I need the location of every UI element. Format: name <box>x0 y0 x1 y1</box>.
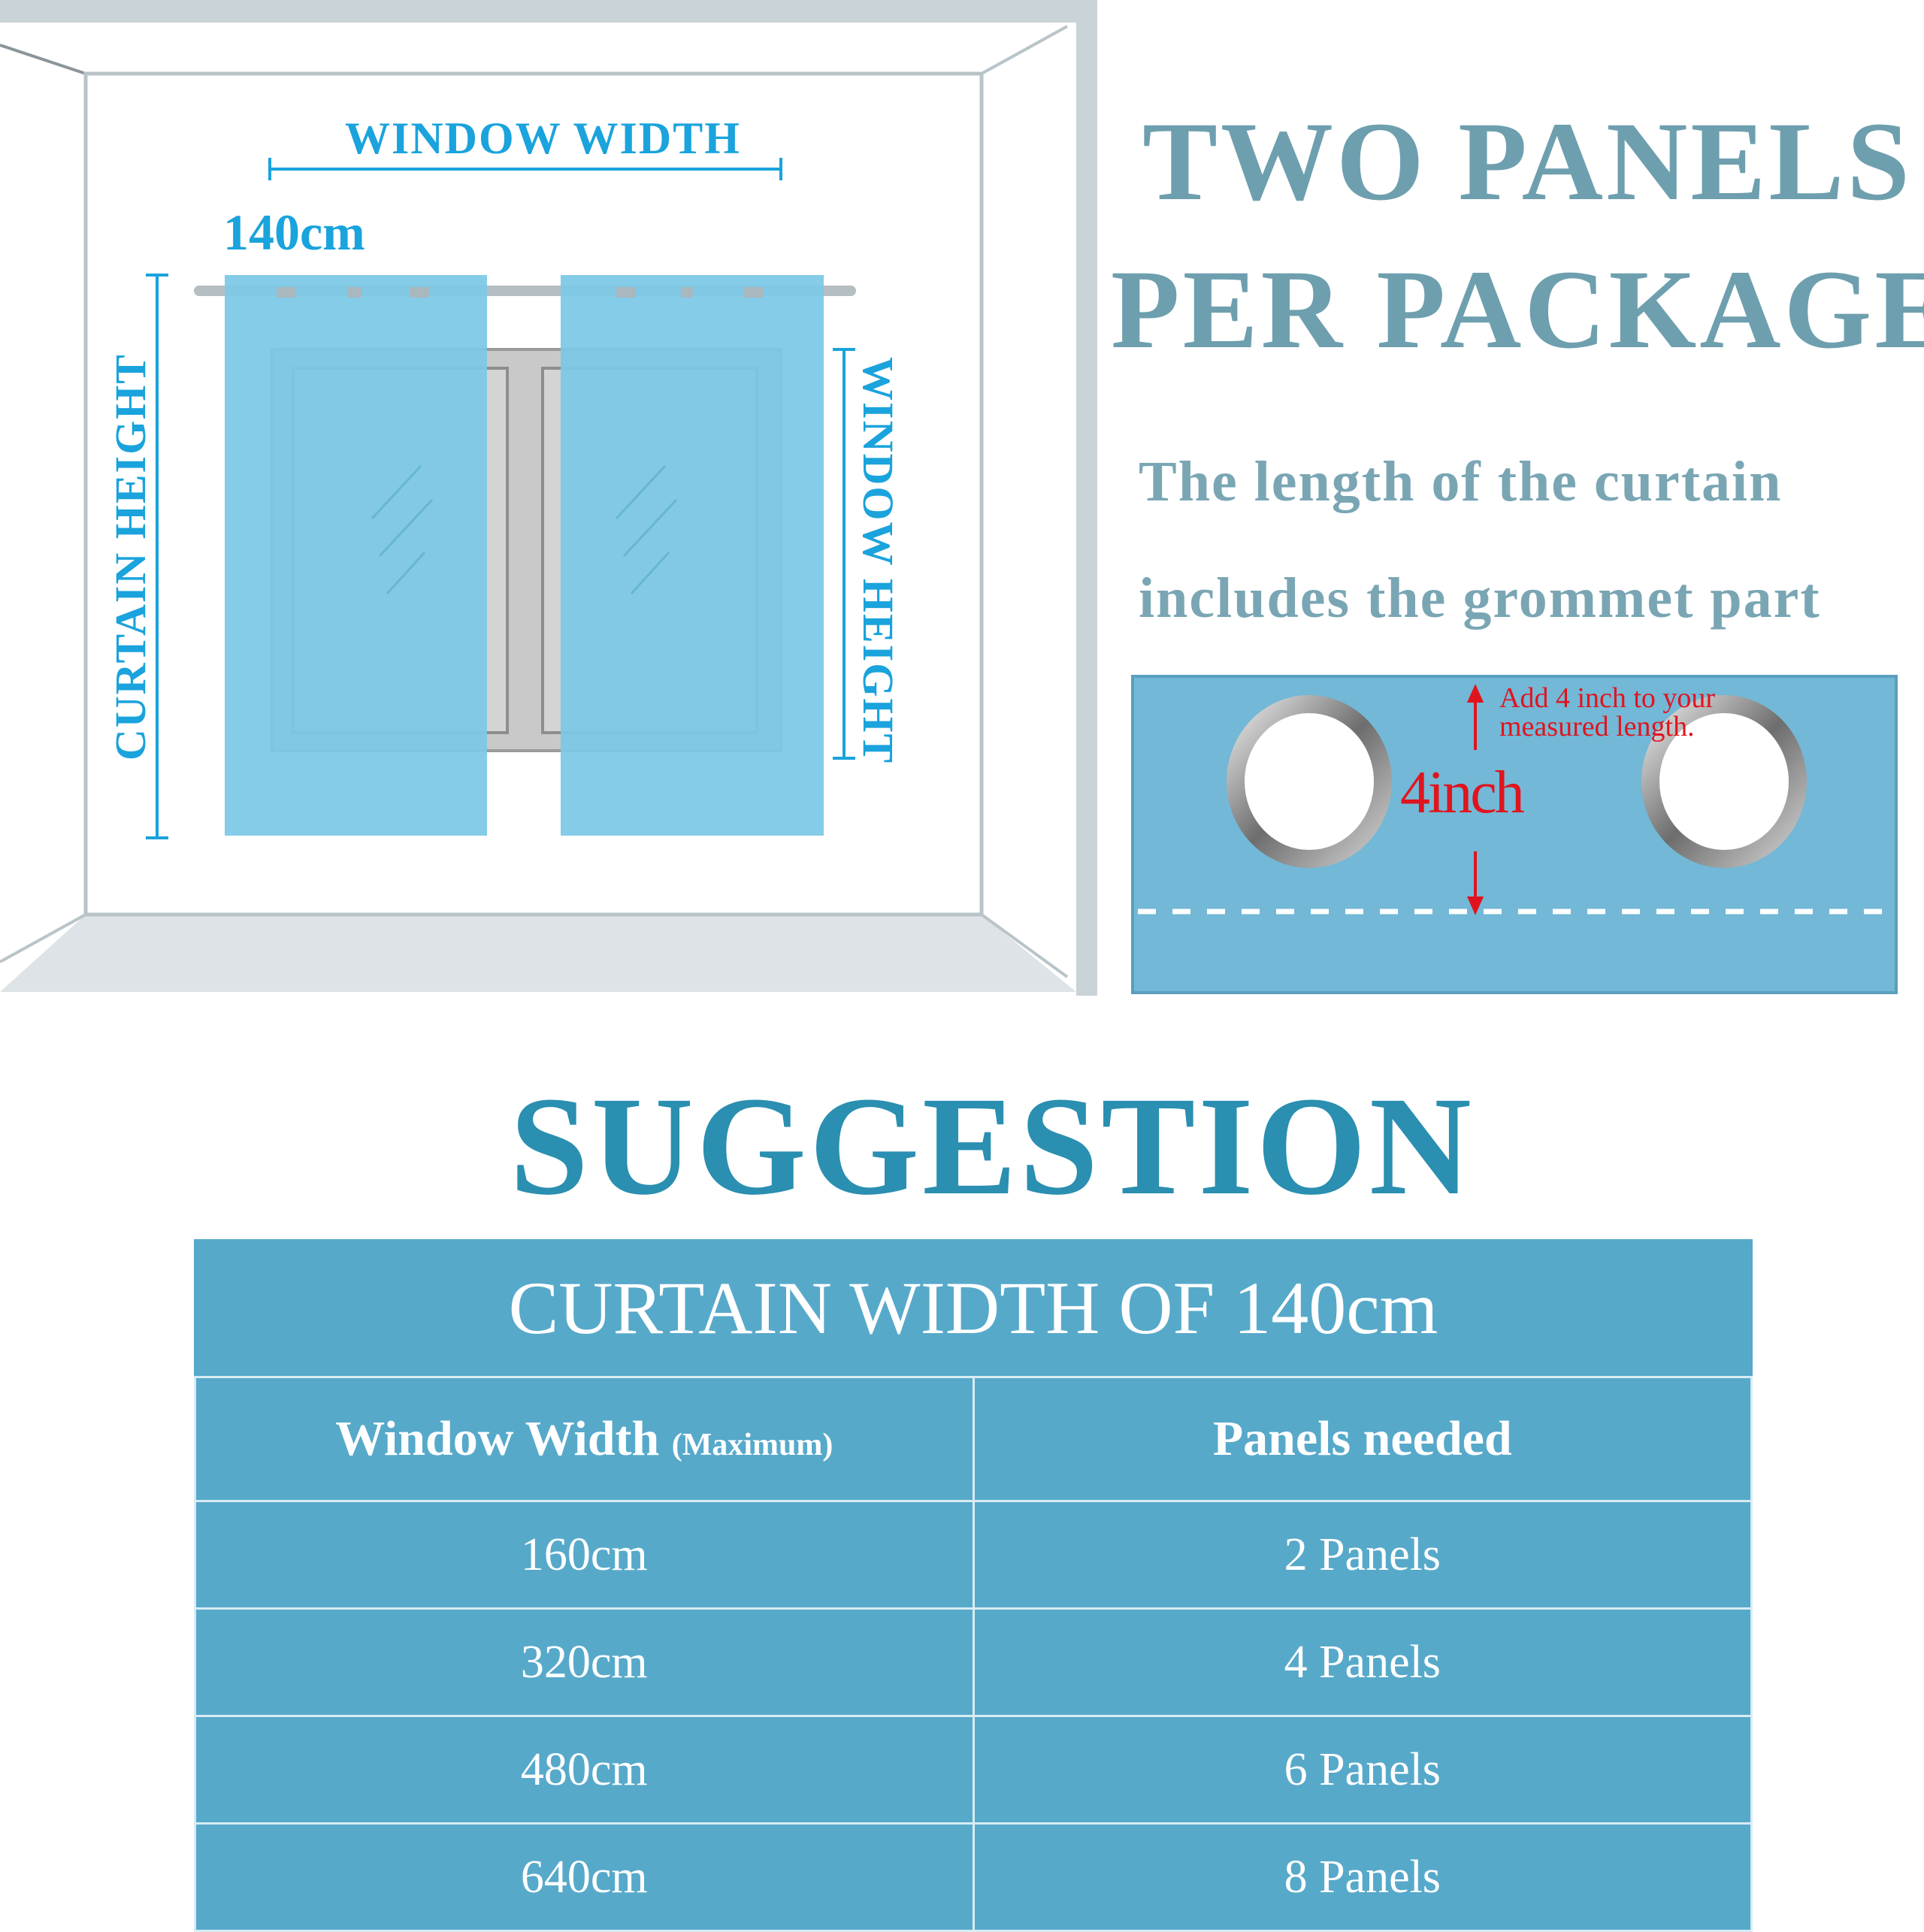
panels-cell: 4 Panels <box>972 1607 1753 1717</box>
grommet-detail-image <box>1131 675 1898 994</box>
column-header-window-width: Window Width (Maximum) <box>194 1376 975 1502</box>
table-row: 640cm 8 Panels <box>194 1822 1753 1932</box>
suggestion-title: SUGGESTION <box>510 1067 1475 1224</box>
grommet-ring-right <box>1641 695 1807 868</box>
panels-cell: 2 Panels <box>972 1500 1753 1610</box>
room-diagram <box>0 0 1097 996</box>
window-width-label: WINDOW WIDTH <box>345 113 741 163</box>
width-cell: 480cm <box>194 1715 975 1825</box>
panels-cell: 8 Panels <box>972 1822 1753 1932</box>
note-line2: includes the grommet part <box>1139 567 1821 630</box>
column-header-panels: Panels needed <box>972 1376 1753 1502</box>
headline-line2: PER PACKAGE <box>1111 247 1924 372</box>
headline-line1: TWO PANELS <box>1142 99 1913 224</box>
left-curtain-panel <box>225 275 487 836</box>
note-line1: The length of the curtain <box>1139 450 1783 513</box>
table-title: CURTAIN WIDTH OF 140cm <box>195 1239 1752 1378</box>
table-row: 480cm 6 Panels <box>194 1715 1753 1825</box>
curtain-width-value: 140cm <box>223 204 365 261</box>
width-cell: 160cm <box>194 1500 975 1610</box>
table-row: 320cm 4 Panels <box>194 1607 1753 1717</box>
suggestion-table: CURTAIN WIDTH OF 140cm Window Width (Max… <box>194 1239 1753 1932</box>
hint-line2: measured length. <box>1499 711 1695 742</box>
window-height-label: WINDOW HEIGHT <box>854 357 903 765</box>
column-header-note: (Maximum) <box>671 1428 833 1462</box>
grommet-ring-left <box>1227 695 1392 868</box>
column-header-label: Window Width <box>335 1411 660 1466</box>
ceiling-band <box>0 0 1097 23</box>
right-curtain-panel <box>561 275 824 836</box>
width-cell: 640cm <box>194 1822 975 1932</box>
floor <box>0 915 1076 992</box>
curtain-height-label: CURTAIN HEIGHT <box>106 353 155 761</box>
measure-label: 4inch <box>1400 760 1525 826</box>
width-cell: 320cm <box>194 1607 975 1717</box>
hint-line1: Add 4 inch to your <box>1499 682 1716 714</box>
table-row: 160cm 2 Panels <box>194 1500 1753 1610</box>
panels-cell: 6 Panels <box>972 1715 1753 1825</box>
right-wall-band <box>1076 0 1097 996</box>
